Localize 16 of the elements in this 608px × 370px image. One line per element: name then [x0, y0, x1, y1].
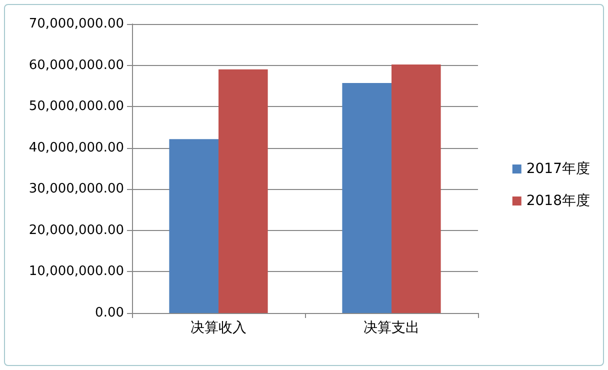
- bar: [342, 83, 392, 313]
- y-tick-label: 60,000,000.00: [28, 58, 124, 73]
- y-tick-label: 30,000,000.00: [28, 182, 124, 197]
- y-tick-label: 0.00: [95, 306, 124, 320]
- x-tick-label: 决算支出: [364, 320, 420, 336]
- y-tick-label: 10,000,000.00: [28, 264, 124, 280]
- x-tick-label: 决算收入: [190, 320, 246, 336]
- bar: [169, 139, 218, 313]
- bar: [392, 64, 441, 313]
- y-tick-label: 50,000,000.00: [28, 99, 124, 114]
- y-tick-label: 40,000,000.00: [28, 140, 124, 156]
- y-tick-label: 70,000,000.00: [28, 16, 124, 32]
- legend-label: 2018年度: [526, 193, 590, 209]
- bar: [218, 69, 268, 313]
- y-tick-label: 20,000,000.00: [28, 222, 124, 238]
- legend-label: 2017年度: [526, 161, 590, 177]
